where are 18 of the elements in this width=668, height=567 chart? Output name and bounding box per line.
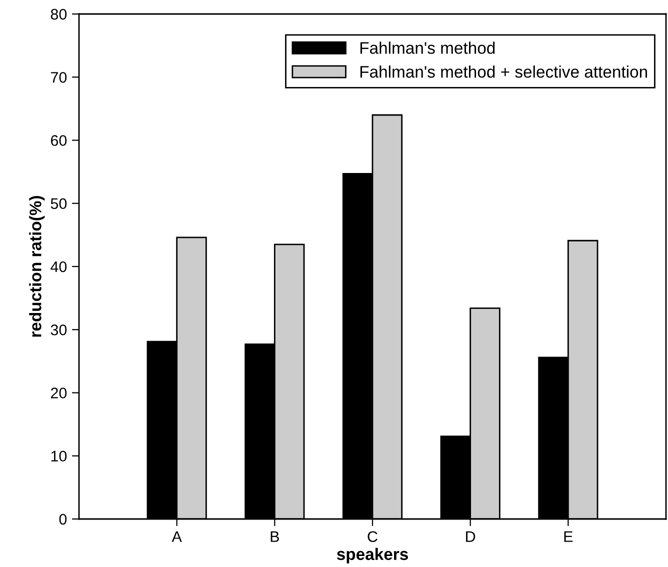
x-tick-label: E [564, 531, 573, 542]
y-tick-label: 80 [50, 8, 67, 20]
y-tick-label: 20 [50, 388, 67, 398]
y-axis-title: reduction ratio(%) [29, 196, 45, 337]
legend-label: Fahlman's method + selective attention [360, 65, 647, 78]
x-tick-label: B [270, 531, 279, 542]
y-tick-label: 10 [51, 450, 67, 462]
y-tick-label: 0 [59, 514, 67, 525]
x-axis-title: speakers [336, 548, 408, 564]
y-tick-label: 70 [50, 72, 67, 83]
x-tick-label: A [172, 531, 182, 542]
legend-label: Fahlman's method [360, 42, 495, 54]
x-tick-label: C [368, 531, 378, 542]
y-tick-label: 40 [50, 261, 67, 272]
y-tick-label: 60 [50, 135, 67, 146]
y-tick-label: 50 [50, 198, 67, 210]
y-tick-label: 30 [50, 324, 67, 336]
x-tick-label: D [466, 531, 476, 542]
